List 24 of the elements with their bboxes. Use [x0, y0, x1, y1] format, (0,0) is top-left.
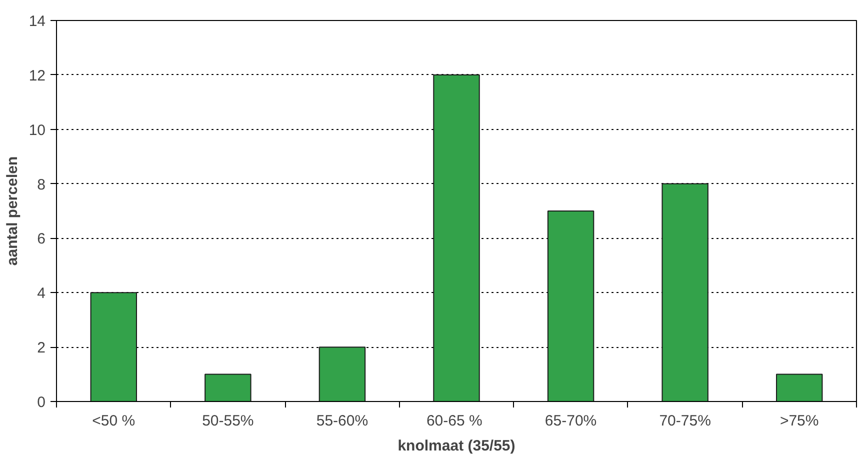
x-axis-title: knolmaat (35/55) [398, 438, 516, 454]
bar [776, 374, 823, 402]
y-tick-label: 2 [37, 340, 46, 357]
y-tick-label: 4 [37, 285, 46, 302]
x-tick-label: 60-65 % [426, 412, 482, 430]
y-tick-label: 10 [28, 122, 46, 139]
x-tick-label: 55-60% [316, 412, 368, 430]
y-tick-label: 0 [37, 394, 46, 411]
y-tick-label: 8 [37, 176, 46, 194]
y-tick-label: 6 [37, 230, 46, 248]
y-tick-label: 12 [28, 67, 46, 84]
x-tick-label: 50-55% [202, 412, 254, 430]
x-tick-label: 70-75% [659, 412, 711, 430]
x-tick-label: >75% [780, 412, 819, 430]
y-axis-title: aantal percelen [4, 156, 21, 266]
bar [204, 374, 252, 402]
x-tick-label: <50 % [92, 412, 136, 430]
bar [662, 183, 708, 402]
bar [547, 210, 594, 402]
x-tick-label: 65-70% [544, 412, 597, 430]
y-tick-label: 14 [28, 13, 46, 30]
bar [318, 346, 366, 402]
bar [90, 292, 137, 402]
bar [433, 74, 480, 402]
